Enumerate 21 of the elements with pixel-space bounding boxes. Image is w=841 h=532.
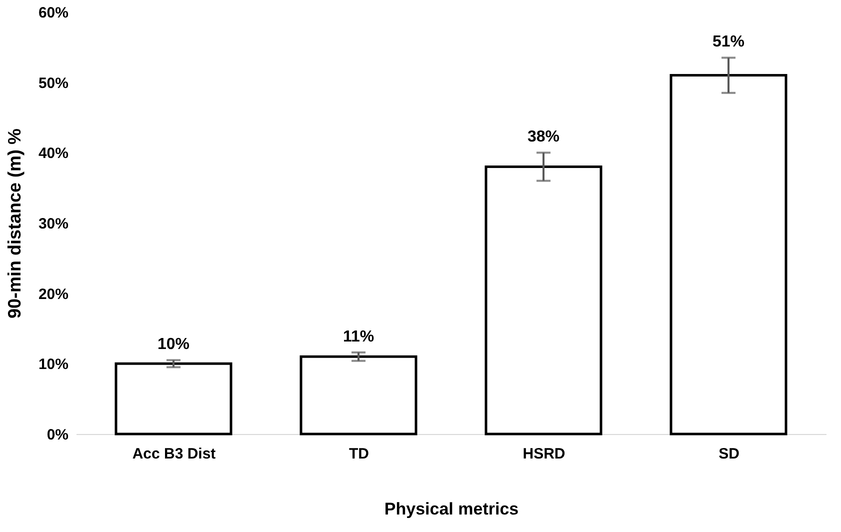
y-tick-label: 30% — [38, 216, 68, 232]
data-label: 11% — [342, 328, 374, 346]
y-tick-label: 20% — [38, 286, 68, 303]
y-tick-label: 50% — [38, 74, 68, 92]
bar — [300, 355, 418, 436]
bar — [484, 165, 602, 436]
bar — [114, 362, 232, 436]
bar — [670, 74, 788, 436]
data-label: 51% — [712, 34, 745, 51]
x-tick-label: SD — [718, 446, 740, 462]
x-tick-label: TD — [349, 446, 370, 462]
y-tick-label: 40% — [38, 145, 68, 162]
y-tick-label: 0% — [46, 426, 68, 444]
y-tick-label: 10% — [38, 356, 68, 374]
x-axis-title: Physical metrics — [384, 500, 519, 518]
x-tick-label: HSRD — [522, 446, 566, 462]
y-axis-title: 90-min distance (m) % — [4, 128, 24, 319]
data-label: 38% — [527, 128, 560, 146]
x-tick-label: Acc B3 Dist — [132, 446, 216, 462]
y-tick-label: 60% — [38, 4, 68, 22]
data-label: 10% — [157, 336, 190, 354]
